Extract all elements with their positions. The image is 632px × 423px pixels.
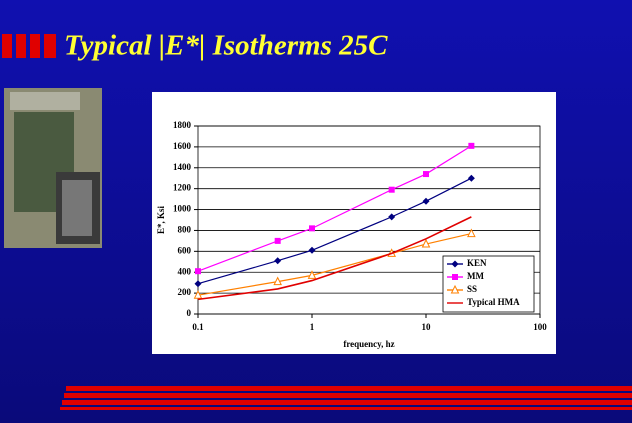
legend-label: KEN — [467, 258, 487, 268]
y-tick-label: 1000 — [173, 204, 192, 214]
series-line — [197, 232, 472, 296]
y-tick-label: 1400 — [173, 162, 192, 172]
legend-marker — [451, 260, 459, 268]
marker — [388, 186, 395, 193]
y-tick-label: 0 — [187, 308, 192, 318]
marker — [194, 280, 202, 288]
marker — [467, 228, 476, 238]
y-tick-label: 200 — [178, 287, 192, 297]
photo — [4, 88, 102, 248]
plot: 0 200 400 600 800 1000 1200 1400 1600 1800 0.1 1 10 1… — [173, 120, 547, 332]
marker — [422, 197, 430, 205]
marker — [467, 174, 475, 182]
x-tick-label: 10 — [422, 322, 432, 332]
y-tick-label: 1800 — [173, 120, 192, 130]
y-tick-label: 1600 — [173, 141, 192, 151]
y-axis-label: E*, Ksi — [156, 206, 166, 235]
marker — [274, 257, 282, 265]
marker — [274, 237, 281, 244]
marker — [307, 270, 317, 279]
y-tick-label: 1200 — [173, 183, 192, 193]
legend-marker — [452, 274, 458, 280]
marker — [308, 246, 316, 254]
marker — [309, 225, 315, 232]
legend-label: SS — [467, 284, 477, 294]
series-line — [197, 145, 472, 272]
series-line — [197, 216, 472, 301]
y-tick-label: 800 — [178, 225, 192, 235]
y-tick-label: 600 — [178, 245, 192, 255]
plot-frame — [197, 125, 541, 315]
marker — [193, 290, 203, 299]
x-tick-label: 0.1 — [192, 322, 204, 332]
marker — [468, 142, 475, 149]
series-line — [197, 177, 472, 285]
marker — [195, 268, 201, 275]
x-tick-label: 1 — [310, 322, 315, 332]
title-decoration — [2, 34, 56, 58]
marker — [388, 213, 396, 221]
x-axis-label: frequency, hz — [343, 339, 394, 349]
y-tick-label: 400 — [178, 266, 192, 276]
marker — [423, 171, 429, 178]
marker — [421, 238, 431, 248]
chart-area — [152, 92, 556, 354]
slide-title: Typical |E*| Isotherms 25C — [64, 30, 388, 62]
legend-label: Typical HMA — [467, 297, 520, 307]
legend-marker — [450, 284, 460, 294]
marker — [273, 276, 282, 286]
legend-label: MM — [467, 271, 484, 281]
x-tick-label: 100 — [533, 322, 547, 332]
bottom-stripes — [60, 386, 632, 410]
